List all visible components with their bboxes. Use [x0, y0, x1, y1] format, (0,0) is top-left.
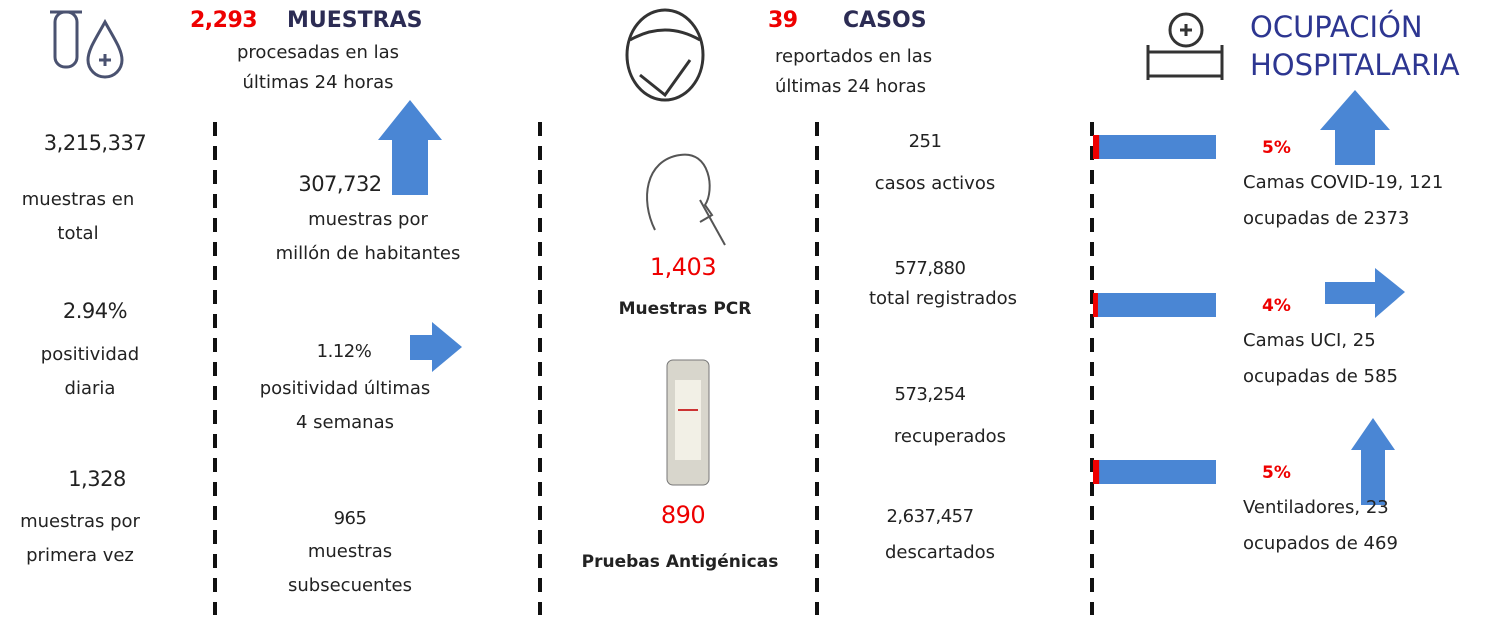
stat-value: 307,732	[298, 167, 381, 201]
page: 2,293 MUESTRAS procesadas en las últimas…	[0, 0, 1508, 621]
stat-label: muestras por primera vez	[20, 505, 140, 573]
bar-track	[1093, 460, 1216, 484]
occupancy-label: Camas UCI, 25 ocupadas de 585	[1243, 323, 1398, 395]
stat-value: 2,637,457	[886, 500, 973, 534]
stat-value: 1,328	[68, 462, 126, 496]
bed-icon	[1148, 14, 1222, 80]
stat-label: total registrados	[869, 282, 1017, 316]
stat-value: 3,215,337	[44, 126, 146, 160]
occupancy-percent: 5%	[1262, 456, 1291, 490]
stat-label: muestras por millón de habitantes	[276, 203, 461, 271]
stat-label: positividad últimas 4 semanas	[260, 372, 431, 440]
muestras-subtitle: procesadas en las últimas 24 horas	[237, 38, 399, 98]
muestras-title: MUESTRAS	[287, 4, 422, 38]
occupancy-percent: 5%	[1262, 131, 1291, 165]
stat-label: Pruebas Antigénicas	[582, 545, 779, 579]
stat-value: 573,254	[895, 378, 966, 412]
bar-track	[1093, 135, 1216, 159]
bar-track	[1093, 293, 1216, 317]
stat-value: 965	[334, 502, 367, 536]
stat-label: recuperados	[894, 420, 1006, 454]
bar	[1093, 293, 1098, 317]
bar	[1093, 135, 1099, 159]
stat-label: Muestras PCR	[619, 292, 752, 326]
casos-subtitle: reportados en las últimas 24 horas	[775, 42, 932, 102]
stat-label: descartados	[885, 536, 995, 570]
casos-count: 39	[768, 4, 798, 38]
stat-value: 1,403	[650, 250, 716, 284]
swab-icon	[647, 155, 725, 245]
stat-value: 577,880	[895, 252, 966, 286]
occupancy-percent: 4%	[1262, 289, 1291, 323]
face-icon	[627, 10, 703, 100]
occupancy-label: Camas COVID-19, 121 ocupadas de 2373	[1243, 165, 1443, 237]
stat-label: muestras en total	[22, 183, 134, 251]
bar	[1093, 460, 1099, 484]
stat-value: 2.94%	[63, 294, 127, 328]
stat-label: positividad diaria	[41, 338, 139, 406]
stat-value: 1.12%	[317, 335, 372, 369]
tube-icon	[50, 12, 122, 77]
stat-label: casos activos	[875, 167, 995, 201]
hospital-title: OCUPACIÓN HOSPITALARIA	[1250, 8, 1460, 84]
occupancy-bars	[1093, 135, 1216, 484]
occupancy-label: Ventiladores, 23 ocupados de 469	[1243, 490, 1398, 562]
casos-title: CASOS	[843, 4, 927, 38]
test-icon	[667, 360, 709, 485]
stat-value: 251	[909, 125, 942, 159]
stat-value: 890	[661, 498, 705, 532]
stat-label: muestras subsecuentes	[288, 535, 412, 603]
muestras-count: 2,293	[190, 4, 257, 38]
